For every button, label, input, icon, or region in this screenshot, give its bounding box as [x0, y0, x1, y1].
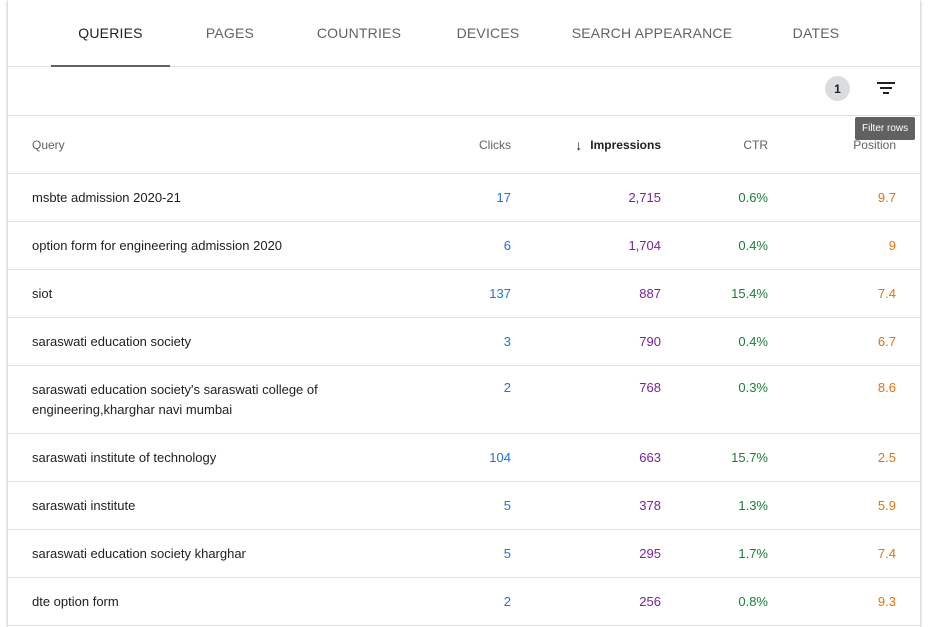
ctr-cell: 1.3% [738, 498, 768, 513]
column-header-clicks[interactable]: Clicks [479, 138, 511, 152]
clicks-cell: 2 [503, 594, 511, 609]
query-cell: msbte admission 2020-21 [32, 189, 181, 205]
position-cell: 8.6 [877, 380, 896, 395]
ctr-cell: 0.3% [738, 380, 768, 395]
column-header-position[interactable]: Position [853, 138, 896, 152]
clicks-cell: 2 [503, 380, 511, 395]
impressions-cell: 295 [639, 546, 661, 561]
ctr-cell: 0.4% [738, 238, 768, 253]
query-cell: saraswati institute of technology [32, 449, 217, 465]
clicks-cell: 3 [503, 334, 511, 349]
tab-devices[interactable]: DEVICES [456, 25, 520, 41]
ctr-cell: 1.7% [738, 546, 768, 561]
position-cell: 7.4 [877, 546, 896, 561]
ctr-cell: 0.8% [738, 594, 768, 609]
position-cell: 5.9 [877, 498, 896, 513]
tab-queries[interactable]: QUERIES [51, 0, 170, 67]
clicks-cell: 17 [496, 190, 511, 205]
ctr-cell: 0.6% [738, 190, 768, 205]
position-cell: 9.7 [877, 190, 896, 205]
ctr-cell: 15.7% [731, 450, 768, 465]
tab-countries[interactable]: COUNTRIES [316, 25, 402, 41]
table-row[interactable]: dte option form 2 256 0.8% 9.3 [8, 578, 920, 626]
position-cell: 7.4 [877, 286, 896, 301]
impressions-cell: 768 [639, 380, 661, 395]
ctr-cell: 0.4% [738, 334, 768, 349]
position-cell: 9.3 [877, 594, 896, 609]
impressions-cell: 790 [639, 334, 661, 349]
impressions-cell: 2,715 [628, 190, 661, 205]
column-header-ctr[interactable]: CTR [743, 138, 768, 152]
table-row[interactable]: saraswati education society kharghar 5 2… [8, 530, 920, 578]
query-cell: dte option form [32, 593, 119, 609]
table-row[interactable]: saraswati education society 3 790 0.4% 6… [8, 318, 920, 366]
column-header-impressions[interactable]: ↓ Impressions [548, 116, 661, 174]
table-toolbar: 1 Filter rows [8, 67, 920, 140]
clicks-cell: 137 [489, 286, 511, 301]
ctr-cell: 15.4% [731, 286, 768, 301]
position-cell: 6.7 [877, 334, 896, 349]
filter-rows-tooltip: Filter rows [855, 117, 916, 140]
column-header-query[interactable]: Query [32, 138, 65, 152]
table-row[interactable]: siot 137 887 15.4% 7.4 [8, 270, 920, 318]
table-body: msbte admission 2020-21 17 2,715 0.6% 9.… [8, 174, 920, 626]
table-row[interactable]: option form for engineering admission 20… [8, 222, 920, 270]
impressions-cell: 256 [639, 594, 661, 609]
impressions-cell: 378 [639, 498, 661, 513]
performance-table-card: QUERIES PAGES COUNTRIES DEVICES SEARCH A… [8, 0, 920, 627]
table-row[interactable]: saraswati institute 5 378 1.3% 5.9 [8, 482, 920, 530]
query-cell: option form for engineering admission 20… [32, 237, 283, 253]
query-cell: siot [32, 285, 53, 301]
arrow-down-icon: ↓ [575, 137, 583, 153]
clicks-cell: 6 [503, 238, 511, 253]
impressions-cell: 1,704 [628, 238, 661, 253]
query-cell: saraswati education society's saraswati … [32, 381, 318, 417]
column-header-impressions-label: Impressions [590, 138, 661, 152]
filter-list-icon[interactable] [872, 76, 900, 100]
table-row[interactable]: saraswati institute of technology 104 66… [8, 434, 920, 482]
query-cell: saraswati education society kharghar [32, 545, 246, 561]
impressions-cell: 887 [639, 286, 661, 301]
query-cell: saraswati education society [32, 333, 191, 349]
query-cell: saraswati institute [32, 497, 136, 513]
table-header: Query Clicks ↓ Impressions CTR Position [8, 116, 920, 174]
report-tabs: QUERIES PAGES COUNTRIES DEVICES SEARCH A… [8, 0, 920, 67]
clicks-cell: 5 [503, 498, 511, 513]
clicks-cell: 5 [503, 546, 511, 561]
table-row[interactable]: saraswati education society's saraswati … [8, 366, 920, 434]
clicks-cell: 104 [489, 450, 511, 465]
impressions-cell: 663 [639, 450, 661, 465]
position-cell: 2.5 [877, 450, 896, 465]
tab-dates[interactable]: DATES [792, 25, 840, 41]
table-row[interactable]: msbte admission 2020-21 17 2,715 0.6% 9.… [8, 174, 920, 222]
tab-pages[interactable]: PAGES [205, 25, 255, 41]
position-cell: 9 [888, 238, 896, 253]
tab-search-appearance[interactable]: SEARCH APPEARANCE [571, 25, 733, 41]
active-filter-count-badge[interactable]: 1 [825, 76, 850, 101]
